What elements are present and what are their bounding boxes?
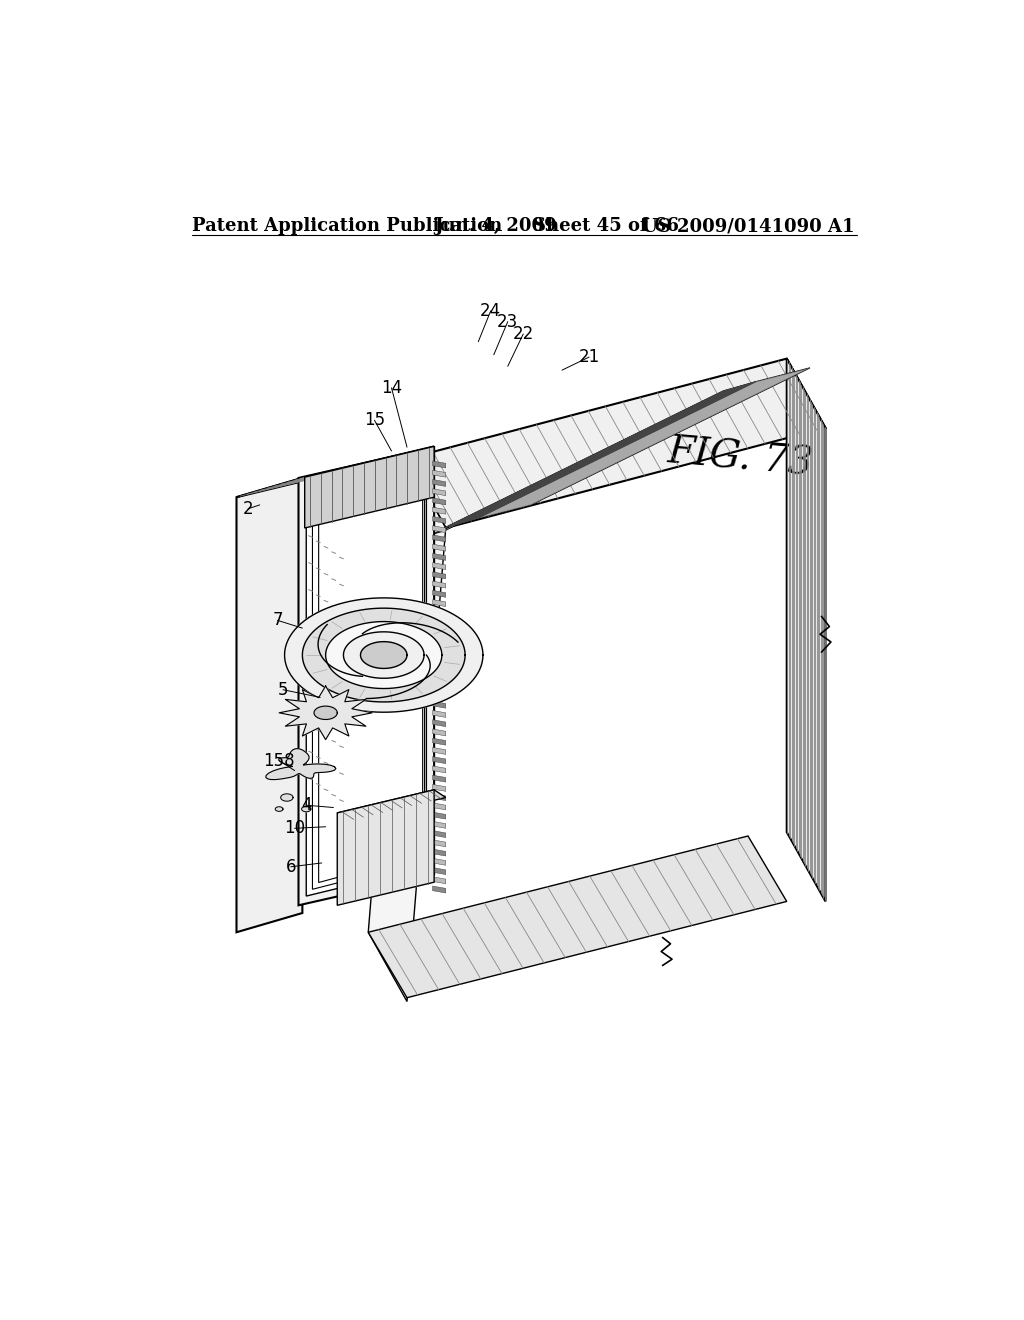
Polygon shape	[299, 447, 434, 906]
Polygon shape	[343, 632, 424, 678]
Polygon shape	[305, 446, 434, 528]
Polygon shape	[432, 766, 445, 774]
Text: 15: 15	[364, 412, 385, 429]
Polygon shape	[432, 599, 445, 607]
Text: Patent Application Publication: Patent Application Publication	[191, 218, 502, 235]
Polygon shape	[432, 692, 445, 700]
Text: 158: 158	[263, 751, 295, 770]
Polygon shape	[432, 793, 445, 800]
Polygon shape	[432, 664, 445, 671]
Polygon shape	[432, 461, 445, 469]
Text: 23: 23	[497, 313, 518, 330]
Polygon shape	[432, 535, 445, 543]
Polygon shape	[432, 876, 445, 884]
Polygon shape	[432, 858, 445, 866]
Polygon shape	[237, 446, 434, 498]
Polygon shape	[285, 598, 483, 713]
Polygon shape	[432, 525, 445, 533]
Polygon shape	[438, 392, 725, 532]
Polygon shape	[337, 789, 445, 821]
Polygon shape	[432, 498, 445, 506]
Polygon shape	[444, 381, 756, 528]
Polygon shape	[369, 459, 445, 1002]
Polygon shape	[432, 488, 445, 496]
Polygon shape	[432, 609, 445, 615]
Polygon shape	[275, 807, 283, 812]
Text: 10: 10	[284, 820, 305, 837]
Polygon shape	[306, 461, 426, 896]
Polygon shape	[432, 784, 445, 792]
Polygon shape	[337, 789, 434, 906]
Polygon shape	[432, 507, 445, 515]
Polygon shape	[432, 756, 445, 763]
Polygon shape	[432, 830, 445, 837]
Polygon shape	[432, 812, 445, 818]
Polygon shape	[326, 622, 442, 689]
Text: 2: 2	[243, 500, 253, 517]
Polygon shape	[432, 553, 445, 560]
Polygon shape	[432, 849, 445, 855]
Polygon shape	[314, 706, 337, 719]
Text: 4: 4	[301, 796, 311, 814]
Polygon shape	[266, 748, 336, 780]
Text: 7: 7	[272, 611, 283, 630]
Polygon shape	[432, 673, 445, 681]
Polygon shape	[432, 729, 445, 737]
Polygon shape	[432, 655, 445, 663]
Text: FIG. 73: FIG. 73	[666, 434, 815, 483]
Polygon shape	[360, 642, 407, 668]
Polygon shape	[432, 479, 445, 487]
Text: US 2009/0141090 A1: US 2009/0141090 A1	[642, 218, 854, 235]
Polygon shape	[432, 775, 445, 781]
Polygon shape	[432, 840, 445, 847]
Text: 24: 24	[480, 302, 502, 319]
Polygon shape	[432, 867, 445, 874]
Text: 5: 5	[278, 681, 288, 698]
Polygon shape	[432, 618, 445, 626]
Polygon shape	[786, 359, 825, 902]
Polygon shape	[432, 590, 445, 597]
Polygon shape	[432, 821, 445, 829]
Polygon shape	[432, 719, 445, 726]
Text: Sheet 45 of 66: Sheet 45 of 66	[534, 218, 679, 235]
Polygon shape	[280, 686, 372, 739]
Polygon shape	[432, 627, 445, 635]
Polygon shape	[302, 609, 465, 702]
Polygon shape	[432, 803, 445, 810]
Polygon shape	[432, 544, 445, 552]
Polygon shape	[432, 645, 445, 653]
Polygon shape	[432, 886, 445, 892]
Polygon shape	[432, 710, 445, 718]
Polygon shape	[432, 395, 723, 535]
Polygon shape	[432, 636, 445, 644]
Polygon shape	[432, 738, 445, 744]
Polygon shape	[432, 516, 445, 524]
Polygon shape	[432, 470, 445, 478]
Polygon shape	[432, 747, 445, 755]
Polygon shape	[432, 572, 445, 578]
Polygon shape	[237, 478, 302, 932]
Polygon shape	[281, 793, 293, 801]
Polygon shape	[432, 562, 445, 570]
Text: Jun. 4, 2009: Jun. 4, 2009	[434, 218, 557, 235]
Polygon shape	[432, 701, 445, 708]
Text: 6: 6	[286, 858, 296, 875]
Polygon shape	[432, 581, 445, 589]
Polygon shape	[407, 359, 825, 528]
Polygon shape	[432, 682, 445, 689]
Text: 14: 14	[381, 379, 402, 397]
Polygon shape	[477, 368, 810, 519]
Text: 22: 22	[513, 325, 534, 343]
Polygon shape	[369, 836, 786, 998]
Text: 21: 21	[579, 348, 600, 366]
Polygon shape	[302, 807, 311, 812]
